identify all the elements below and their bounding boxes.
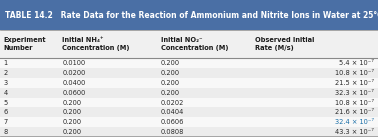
Bar — [0, 58, 378, 68]
Text: 5: 5 — [4, 100, 8, 105]
Text: 0.0600: 0.0600 — [62, 90, 86, 96]
Bar — [0, 98, 378, 107]
Text: 0.0606: 0.0606 — [161, 119, 184, 125]
Text: 1: 1 — [4, 60, 8, 66]
Text: 5.4 × 10⁻⁷: 5.4 × 10⁻⁷ — [339, 60, 374, 66]
Text: 0.200: 0.200 — [161, 70, 180, 76]
Text: 32.4 × 10⁻⁷: 32.4 × 10⁻⁷ — [335, 119, 374, 125]
Text: Observed Initial
Rate (M/s): Observed Initial Rate (M/s) — [255, 37, 314, 51]
Bar — [0, 127, 378, 137]
Text: 10.8 × 10⁻⁷: 10.8 × 10⁻⁷ — [335, 100, 374, 105]
Text: Initial NO₂⁻
Concentration (M): Initial NO₂⁻ Concentration (M) — [161, 37, 228, 51]
Text: 0.0100: 0.0100 — [62, 60, 86, 66]
Text: 6: 6 — [4, 109, 8, 115]
Text: 21.5 × 10⁻⁷: 21.5 × 10⁻⁷ — [335, 80, 374, 86]
Text: TABLE 14.2   Rate Data for the Reaction of Ammonium and Nitrite Ions in Water at: TABLE 14.2 Rate Data for the Reaction of… — [5, 11, 378, 20]
Text: 0.0202: 0.0202 — [161, 100, 184, 105]
Text: 0.0808: 0.0808 — [161, 129, 184, 135]
Bar — [0, 78, 378, 88]
Bar — [0, 30, 378, 58]
Text: 0.200: 0.200 — [62, 100, 82, 105]
Bar — [0, 88, 378, 98]
Text: 2: 2 — [4, 70, 8, 76]
Text: 10.8 × 10⁻⁷: 10.8 × 10⁻⁷ — [335, 70, 374, 76]
Text: 0.200: 0.200 — [62, 119, 82, 125]
Text: 0.200: 0.200 — [62, 109, 82, 115]
Text: 0.200: 0.200 — [161, 90, 180, 96]
Bar — [0, 107, 378, 117]
Text: 0.200: 0.200 — [161, 80, 180, 86]
Text: Experiment
Number: Experiment Number — [4, 37, 46, 51]
Bar — [0, 117, 378, 127]
Text: 4: 4 — [4, 90, 8, 96]
Text: 21.6 × 10⁻⁷: 21.6 × 10⁻⁷ — [335, 109, 374, 115]
Text: 8: 8 — [4, 129, 8, 135]
Text: 7: 7 — [4, 119, 8, 125]
Bar — [0, 68, 378, 78]
Text: 32.3 × 10⁻⁷: 32.3 × 10⁻⁷ — [335, 90, 374, 96]
Text: Initial NH₄⁺
Concentration (M): Initial NH₄⁺ Concentration (M) — [62, 37, 130, 51]
Text: 0.0400: 0.0400 — [62, 80, 86, 86]
Text: 43.3 × 10⁻⁷: 43.3 × 10⁻⁷ — [335, 129, 374, 135]
Text: 0.200: 0.200 — [62, 129, 82, 135]
Text: 0.200: 0.200 — [161, 60, 180, 66]
Text: 0.0404: 0.0404 — [161, 109, 184, 115]
Bar — [0, 0, 378, 30]
Text: 3: 3 — [4, 80, 8, 86]
Text: 0.0200: 0.0200 — [62, 70, 86, 76]
